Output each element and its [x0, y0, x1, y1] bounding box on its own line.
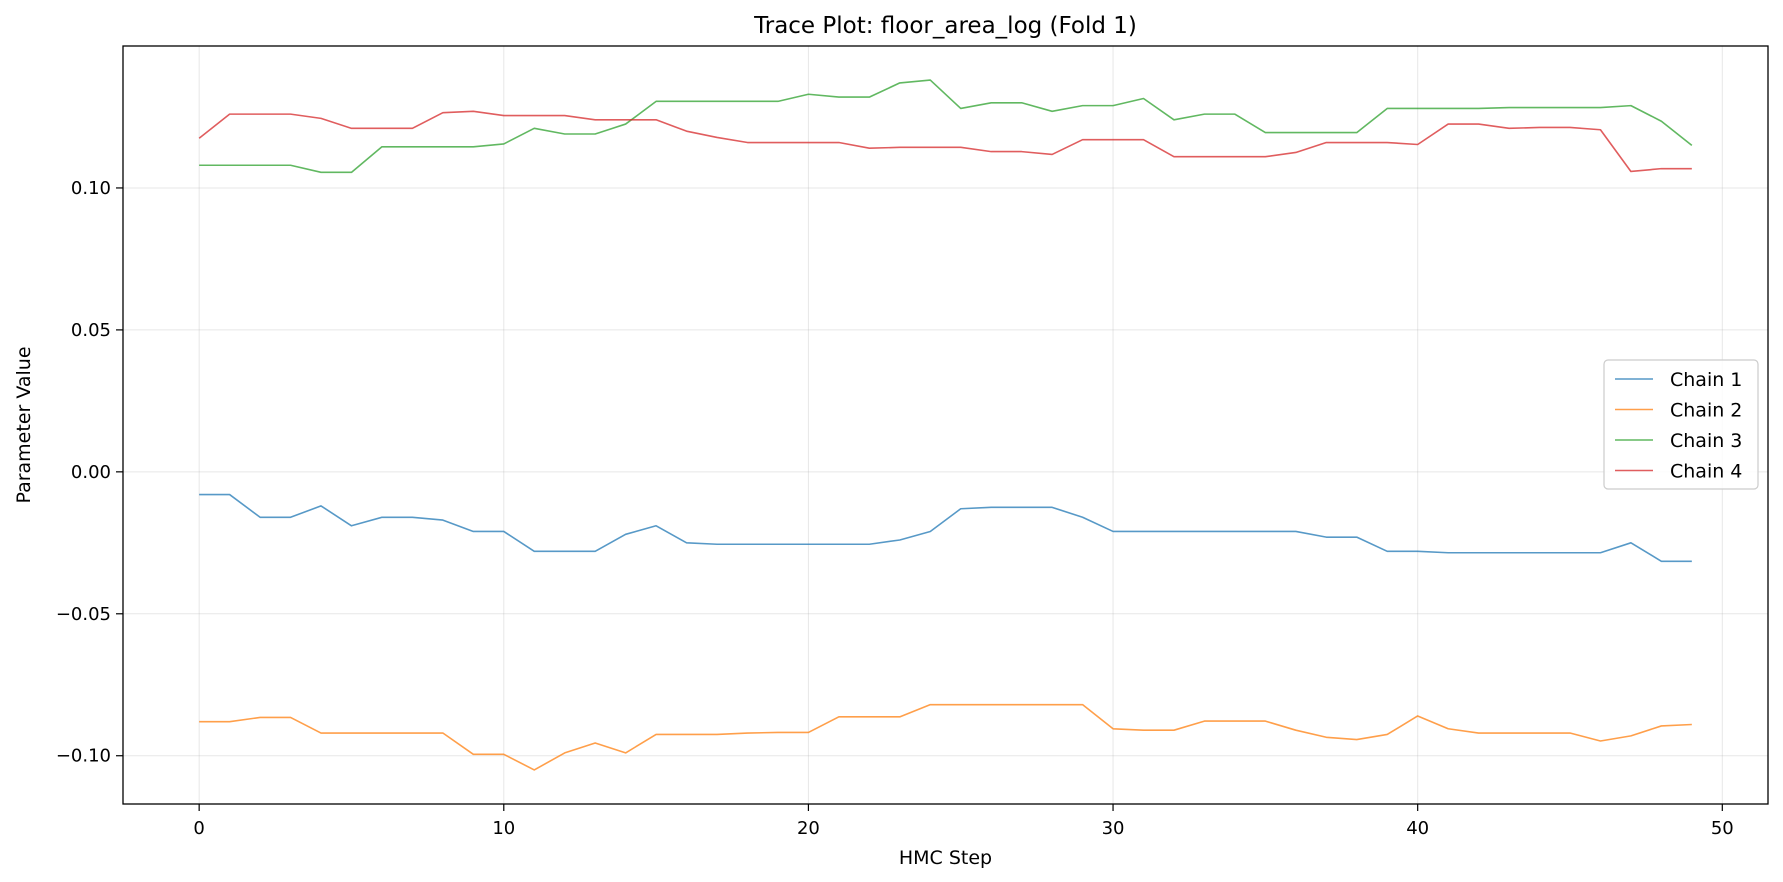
legend: Chain 1 Chain 2 Chain 3 Chain 4 [1603, 359, 1759, 490]
y-axis-ticks: −0.10 −0.05 0.00 0.05 0.10 [56, 178, 123, 767]
y-tick-label: 0.10 [71, 178, 111, 199]
y-tick-label: 0.00 [71, 462, 111, 483]
x-tick-label: 40 [1406, 818, 1429, 839]
x-axis-ticks: 0 10 20 30 40 50 [193, 804, 1734, 839]
series-line-chain-2 [199, 703, 1692, 771]
legend-label-chain-1: Chain 1 [1670, 369, 1742, 391]
y-axis-label: Parameter Value [13, 346, 35, 503]
y-tick-label: −0.05 [56, 604, 111, 625]
y-tick-label: −0.10 [56, 746, 111, 767]
legend-box [1603, 359, 1759, 490]
x-axis-label: HMC Step [899, 847, 992, 869]
x-tick-label: 20 [797, 818, 820, 839]
chart-title: Trace Plot: floor_area_log (Fold 1) [753, 13, 1137, 39]
x-tick-label: 10 [492, 818, 515, 839]
legend-label-chain-3: Chain 3 [1670, 430, 1742, 452]
legend-label-chain-4: Chain 4 [1670, 461, 1742, 483]
series-lines [198, 79, 1693, 771]
legend-label-chain-2: Chain 2 [1670, 400, 1742, 422]
y-tick-label: 0.05 [71, 320, 111, 341]
series-line-chain-4 [198, 110, 1692, 173]
x-tick-label: 50 [1711, 818, 1734, 839]
x-tick-label: 0 [193, 818, 204, 839]
series-line-chain-1 [199, 493, 1692, 563]
plot-area-frame [122, 45, 1769, 805]
x-tick-label: 30 [1102, 818, 1125, 839]
series-line-chain-3 [199, 79, 1693, 174]
